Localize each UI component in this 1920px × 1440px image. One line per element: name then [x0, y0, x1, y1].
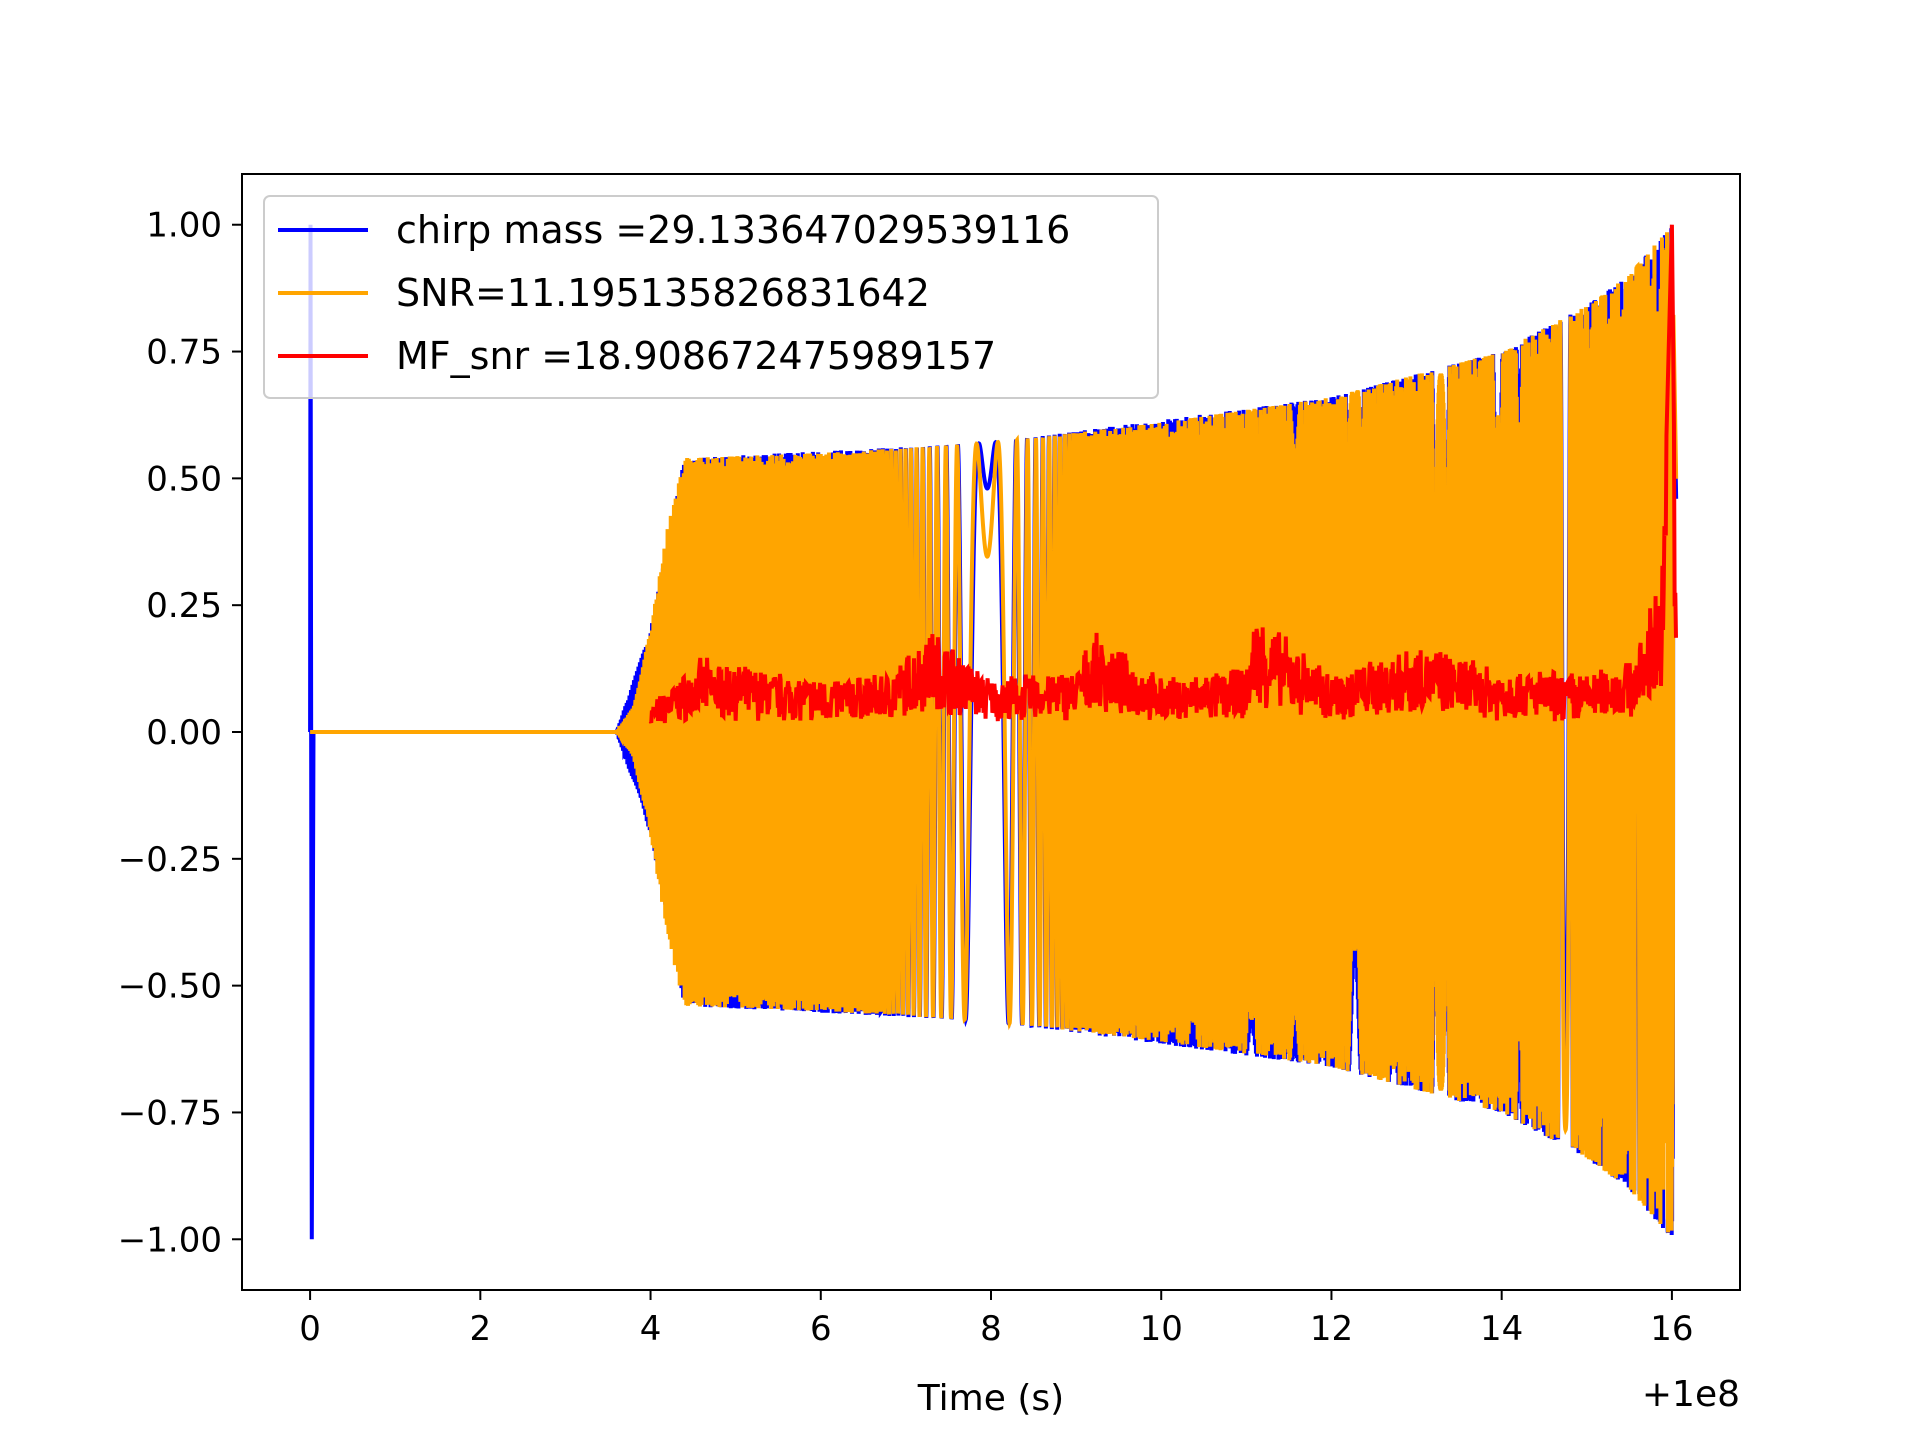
y-axis: 1.00 0.75 0.50 0.25 0.00 −0.25 −0.50 −0.75 −1.00 — [118, 206, 242, 1260]
x-tick-label: 12 — [1310, 1309, 1353, 1349]
x-tick-label: 0 — [299, 1309, 321, 1349]
series-layer — [308, 224, 1679, 1240]
x-tick-label: 6 — [810, 1309, 832, 1349]
x-tick-label: 8 — [980, 1309, 1002, 1349]
series-line-snr — [310, 232, 1679, 1233]
y-tick-label: 0.50 — [146, 459, 222, 499]
y-tick-label: 0.00 — [146, 713, 222, 753]
y-tick-label: 1.00 — [146, 206, 222, 246]
x-tick-label: 2 — [469, 1309, 491, 1349]
y-tick-label: 0.75 — [146, 333, 222, 373]
y-tick-label: −0.50 — [118, 967, 222, 1007]
x-tick-label: 4 — [640, 1309, 662, 1349]
x-offset-label: +1e8 — [1642, 1374, 1740, 1415]
x-tick-label: 10 — [1140, 1309, 1183, 1349]
x-axis-title: Time (s) — [917, 1378, 1064, 1419]
y-tick-label: −0.75 — [118, 1093, 222, 1133]
x-axis: 0 2 4 6 8 10 12 14 16 — [299, 1290, 1694, 1349]
y-tick-label: −1.00 — [118, 1220, 222, 1260]
y-tick-label: 0.25 — [146, 586, 222, 626]
legend-label: chirp mass =29.133647029539116 — [396, 208, 1070, 252]
legend: chirp mass =29.133647029539116 SNR=11.195… — [263, 195, 1159, 399]
y-tick-label: −0.25 — [118, 840, 222, 880]
x-tick-label: 14 — [1480, 1309, 1523, 1349]
legend-label: MF_snr =18.908672475989157 — [396, 334, 996, 378]
series-line-mf-snr — [648, 224, 1678, 724]
legend-label: SNR=11.195135826831642 — [396, 271, 930, 315]
x-tick-label: 16 — [1650, 1309, 1693, 1349]
legend-box — [263, 195, 1159, 399]
